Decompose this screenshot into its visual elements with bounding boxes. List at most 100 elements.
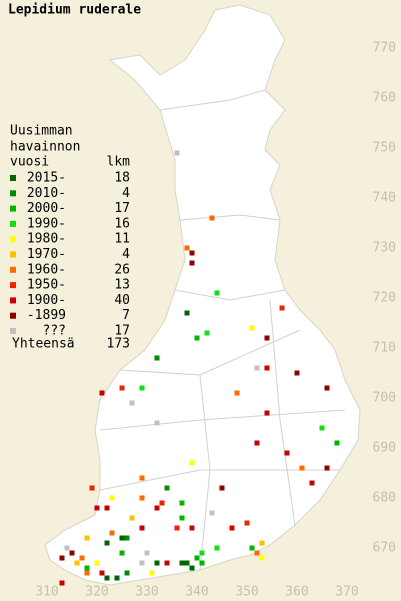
occurrence (264, 335, 270, 341)
y-tick-label: 760 (373, 91, 396, 106)
x-tick-label: 320 (85, 585, 108, 600)
legend-count-header: lkm (107, 155, 131, 170)
occurrence (214, 545, 220, 551)
legend-heading: havainnon (10, 140, 80, 155)
occurrence (94, 505, 100, 511)
occurrence (194, 555, 200, 561)
y-tick-label: 690 (373, 441, 396, 456)
occurrence (104, 540, 110, 546)
occurrence (139, 385, 145, 391)
occurrence (99, 390, 105, 396)
legend-label: ??? (43, 324, 66, 339)
legend-label: 1970- (27, 247, 66, 262)
occurrence (179, 500, 185, 506)
occurrence (69, 550, 75, 556)
legend-count: 16 (114, 216, 130, 231)
occurrence (249, 325, 255, 331)
occurrence (254, 365, 260, 371)
legend-swatch (10, 236, 16, 243)
occurrence (324, 465, 330, 471)
occurrence (254, 440, 260, 446)
legend-count: 26 (114, 262, 130, 277)
legend-count: 11 (114, 232, 130, 247)
legend-label: 2010- (27, 186, 66, 201)
legend-count: 7 (122, 308, 130, 323)
y-tick-label: 740 (373, 191, 396, 206)
occurrence (199, 550, 205, 556)
y-tick-label: 750 (373, 141, 396, 156)
y-tick-label: 730 (373, 241, 396, 256)
occurrence (154, 505, 160, 511)
title: Lepidium ruderale (8, 3, 141, 18)
occurrence (334, 440, 340, 446)
legend-count: 17 (114, 324, 130, 339)
occurrence (184, 310, 190, 316)
legend-count: 17 (114, 201, 130, 216)
legend-label: 1990- (27, 216, 66, 231)
occurrence (189, 525, 195, 531)
legend-total: 173 (107, 337, 130, 352)
occurrence (114, 575, 120, 581)
legend-swatch (10, 266, 16, 273)
region-borders (99, 89, 346, 571)
occurrence (119, 535, 125, 541)
occurrence (259, 540, 265, 546)
legend-count: 4 (122, 186, 130, 201)
legend-count: 18 (114, 171, 130, 186)
occurrence (109, 530, 115, 536)
occurrence (179, 515, 185, 521)
x-tick-label: 330 (135, 585, 158, 600)
legend-swatch (10, 251, 16, 258)
y-tick-label: 710 (373, 341, 396, 356)
occurrence (164, 485, 170, 491)
legend-swatch (10, 282, 16, 289)
legend-swatch (10, 312, 16, 319)
occurrence (179, 560, 185, 566)
y-tick-label: 680 (373, 491, 396, 506)
occurrence (174, 525, 180, 531)
occurrence (244, 520, 250, 526)
occurrence (229, 525, 235, 531)
occurrence (189, 565, 195, 571)
occurrence (89, 485, 95, 491)
occurrence (184, 245, 190, 251)
legend-swatch (10, 190, 16, 197)
occurrence (189, 460, 195, 466)
occurrence (284, 450, 290, 456)
occurrence (309, 480, 315, 486)
legend-swatch (10, 220, 16, 227)
occurrence (149, 570, 155, 576)
occurrence (319, 425, 325, 431)
y-tick-label: 670 (373, 541, 396, 556)
occurrence (194, 335, 200, 341)
legend-count: 13 (114, 278, 130, 293)
occurrence (59, 555, 65, 561)
occurrence (264, 410, 270, 416)
occurrence (189, 250, 195, 256)
legend-total-label: Yhteensä (12, 337, 75, 352)
occurrence (324, 385, 330, 391)
occurrence (214, 290, 220, 296)
occurrence (124, 535, 130, 541)
occurrence (109, 495, 115, 501)
occurrence (174, 150, 180, 156)
occurrence (164, 560, 170, 566)
occurrence (84, 535, 90, 541)
legend-label: 2000- (27, 201, 66, 216)
legend-swatch (10, 297, 16, 304)
occurrence (189, 260, 195, 266)
occurrence (139, 560, 145, 566)
occurrence (79, 555, 85, 561)
legend-label: 1900- (27, 293, 66, 308)
legend-heading: vuosi (10, 155, 49, 170)
occurrence (104, 575, 110, 581)
occurrence (234, 390, 240, 396)
occurrence (299, 465, 305, 471)
occurrence (254, 550, 260, 556)
occurrence (204, 330, 210, 336)
legend-label: 1960- (27, 262, 66, 277)
legend-label: -1899 (27, 308, 66, 323)
occurrence (129, 515, 135, 521)
x-tick-label: 340 (185, 585, 208, 600)
occurrence (154, 420, 160, 426)
